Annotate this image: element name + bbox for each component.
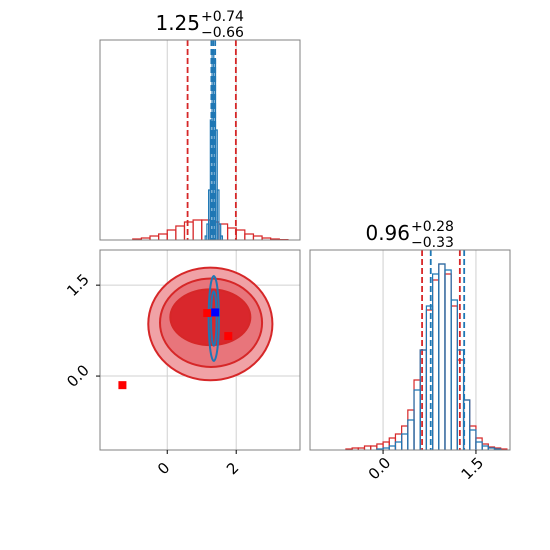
histogram-bin (419, 349, 428, 450)
histogram-bin (252, 235, 263, 240)
histogram-bin (401, 425, 409, 450)
histogram-bin (432, 273, 440, 450)
title-upper: +0.28 (411, 219, 454, 235)
histogram-bin (407, 409, 415, 450)
histogram-bin (481, 443, 489, 450)
histogram-bin (425, 305, 434, 450)
histogram-bin (407, 419, 415, 450)
histogram-bin (370, 445, 378, 450)
histogram-bin (450, 299, 458, 450)
histogram-bin (175, 225, 186, 240)
histogram-bin (469, 429, 477, 450)
histogram-bin (413, 389, 421, 450)
histogram-bin (149, 235, 160, 240)
contour-level (207, 275, 220, 362)
title-value: 0.96 (365, 221, 410, 245)
y-tick-label: 1.5 (63, 270, 93, 300)
x-tick-label: 1.5 (458, 454, 488, 484)
histogram-bin (432, 279, 440, 450)
histogram-bin (475, 441, 483, 450)
plot-area (100, 250, 300, 450)
histogram-bin (444, 273, 452, 450)
histogram-bin (475, 437, 483, 450)
axes-frame (309, 249, 511, 451)
histogram-bin (419, 349, 428, 450)
histogram-bin (183, 221, 194, 240)
x-tick-label: 2 (223, 459, 242, 478)
histogram-bin (166, 229, 177, 240)
histogram-bin (235, 229, 246, 240)
histogram-bin (218, 223, 222, 240)
y-tick-label: 0.0 (63, 361, 93, 391)
title-lower: −0.66 (201, 25, 244, 41)
histogram-bin (382, 441, 390, 450)
plot-area (132, 40, 289, 240)
marker (118, 381, 127, 390)
marker (224, 332, 233, 341)
x-tick-label: 0.0 (365, 454, 395, 484)
histogram-bin (425, 309, 434, 450)
title-lower: −0.33 (411, 235, 454, 251)
histogram-bin (401, 433, 409, 450)
axes-frame (99, 39, 301, 241)
histogram-bin (444, 269, 452, 450)
title-upper: +0.74 (201, 9, 244, 25)
histogram-bin (363, 445, 372, 450)
histogram-bin (216, 189, 220, 240)
histogram-bin (450, 305, 458, 450)
histogram-bin (388, 445, 397, 450)
marker (203, 309, 212, 318)
x-tick-label: 0 (154, 459, 173, 478)
contour-level (210, 290, 218, 347)
axes-frame (99, 249, 301, 451)
histogram-bin (244, 233, 255, 240)
histogram-bin (226, 227, 237, 240)
histogram-bin (220, 235, 224, 240)
histogram-bin (192, 219, 203, 240)
histogram-bin (388, 437, 397, 450)
title-value: 1.25 (155, 11, 200, 35)
histogram-bin (394, 441, 403, 450)
histogram-bin (438, 263, 446, 450)
marker (211, 308, 220, 317)
histogram-bin (158, 233, 168, 240)
histogram-bin (438, 263, 446, 450)
plot-area (345, 250, 508, 450)
histogram-bin (481, 445, 489, 450)
